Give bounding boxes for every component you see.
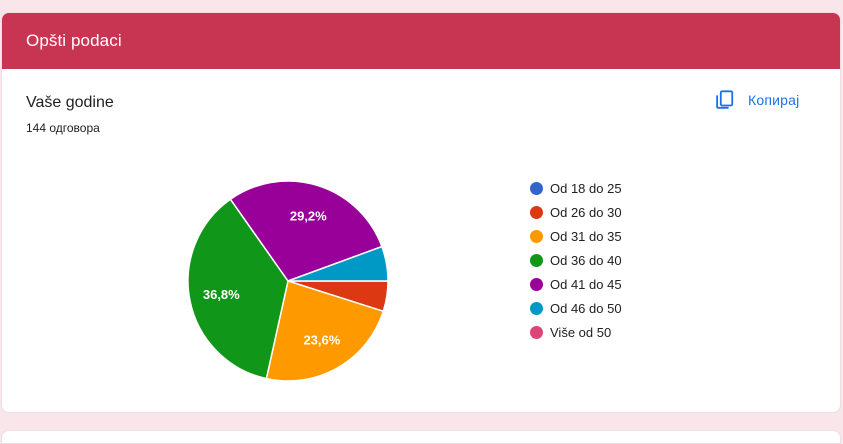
- pie-slice-label: 29,2%: [290, 209, 327, 224]
- legend-swatch: [530, 181, 543, 195]
- legend-item: Od 41 do 45: [530, 272, 622, 296]
- legend-item: Od 26 do 30: [530, 200, 622, 224]
- legend-label: Od 46 do 50: [550, 300, 622, 316]
- question-results-card: Opšti podaci Vaše godine 144 одговора Ко…: [1, 12, 841, 413]
- legend-swatch: [530, 253, 543, 267]
- legend-item: Od 36 do 40: [530, 248, 622, 272]
- pie-chart: 23,6% 36,8% 29,2%: [187, 180, 389, 382]
- pie-slice-2[interactable]: [265, 280, 385, 382]
- next-card-top-edge: [1, 430, 841, 444]
- section-title: Opšti podaci: [26, 31, 122, 50]
- copy-icon: [713, 89, 735, 111]
- pie-slice-5[interactable]: [287, 245, 389, 282]
- legend-item: Od 31 do 35: [530, 224, 622, 248]
- question-title: Vaše godine: [26, 94, 114, 111]
- pie-slice-label: 23,6%: [303, 332, 340, 347]
- responses-count: 144 одговора: [26, 121, 100, 135]
- legend-swatch: [530, 229, 543, 243]
- section-header-band: Opšti podaci: [2, 13, 840, 69]
- legend-label: Od 41 do 45: [550, 276, 622, 292]
- legend-swatch: [530, 325, 543, 339]
- legend-label: Od 36 do 40: [550, 252, 622, 268]
- pie-slice-4[interactable]: [229, 180, 383, 282]
- legend-item: Od 18 do 25: [530, 176, 622, 200]
- legend-label: Od 31 do 35: [550, 228, 622, 244]
- legend-label: Više od 50: [550, 324, 612, 340]
- chart-legend: Od 18 do 25 Od 26 do 30 Od 31 do 35 Od 36 d…: [530, 176, 622, 344]
- legend-label: Od 18 do 25: [550, 180, 622, 196]
- legend-swatch: [530, 301, 543, 315]
- pie-slice-3[interactable]: [187, 198, 289, 380]
- legend-swatch: [530, 277, 543, 291]
- copy-button-label: Копирај: [748, 92, 800, 108]
- legend-item: Od 46 do 50: [530, 296, 622, 320]
- legend-label: Od 26 do 30: [550, 204, 622, 220]
- legend-swatch: [530, 205, 543, 219]
- copy-button[interactable]: Копирај: [713, 87, 799, 113]
- pie-slice-label: 36,8%: [203, 287, 240, 302]
- legend-item: Više od 50: [530, 320, 622, 344]
